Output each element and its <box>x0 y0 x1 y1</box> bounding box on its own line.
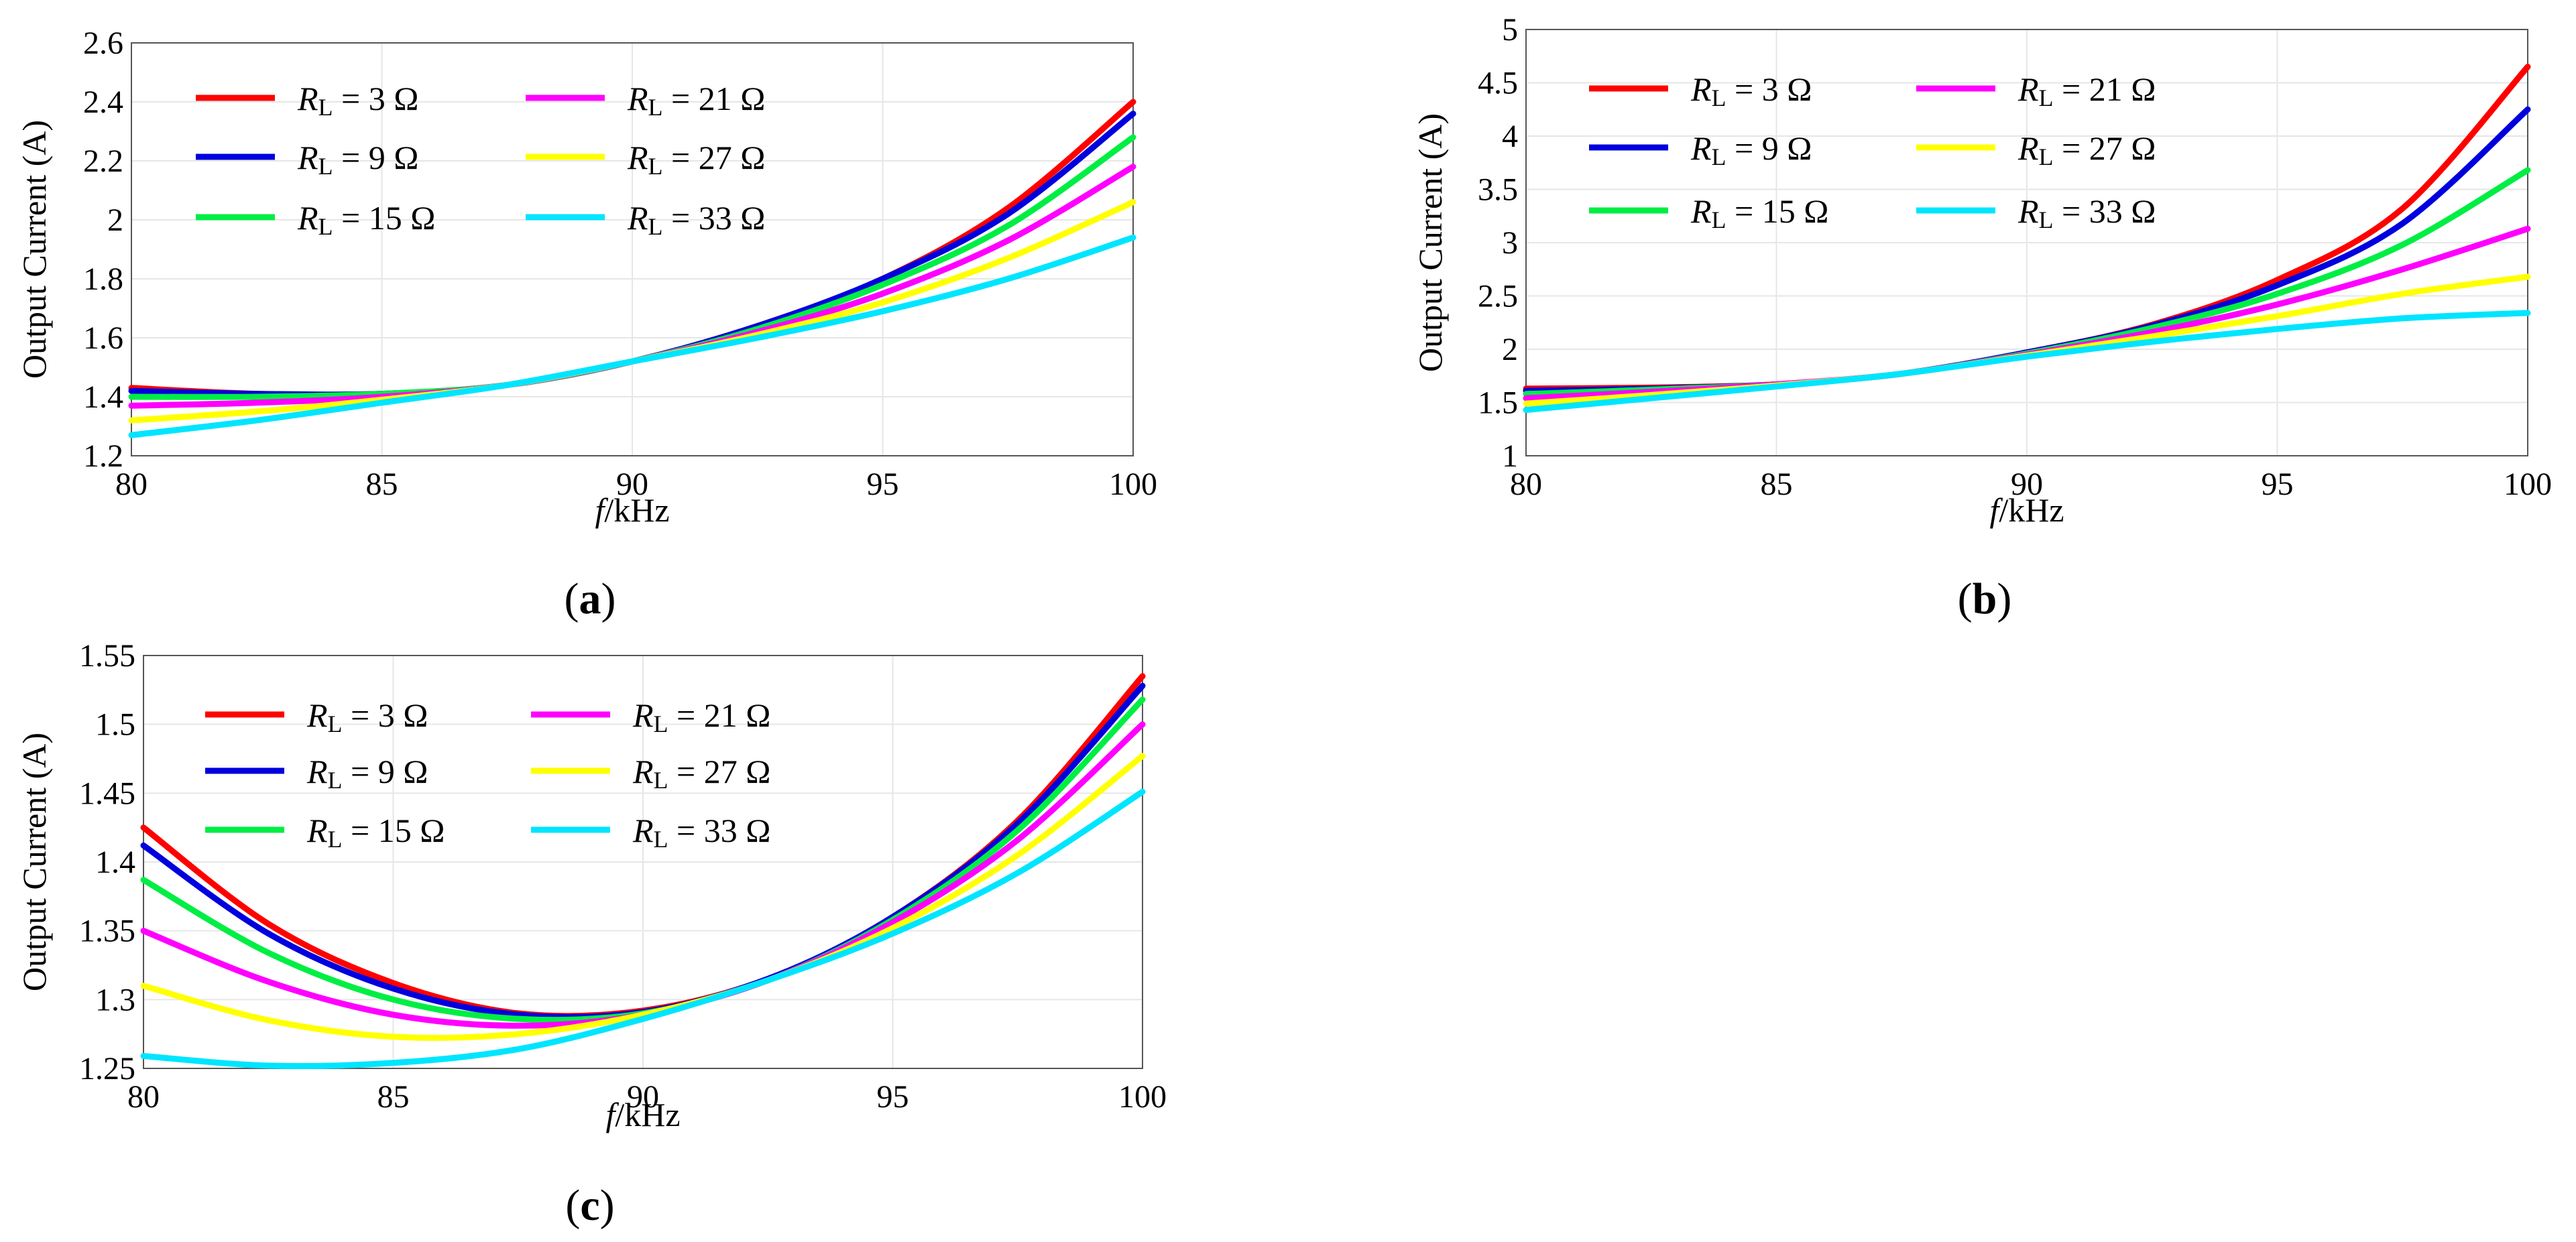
y-tick-label: 1.35 <box>79 914 135 949</box>
x-tick-label: 100 <box>2504 467 2552 502</box>
x-tick-label: 80 <box>115 467 148 502</box>
legend-label: RL = 3 Ω <box>306 696 428 737</box>
legend-item: RL = 9 Ω <box>1589 129 1812 170</box>
legend-item: RL = 27 Ω <box>526 139 765 180</box>
y-tick-label: 1.3 <box>95 982 135 1017</box>
series-line-4 <box>140 753 1146 1041</box>
legend-item: RL = 33 Ω <box>1916 192 2156 233</box>
legend-item: RL = 33 Ω <box>526 199 765 240</box>
y-axis-label: Output Current (A) <box>1411 113 1449 372</box>
x-axis-label: f/kHz <box>605 1096 680 1133</box>
x-tick-label: 85 <box>366 467 398 502</box>
legend-item: RL = 15 Ω <box>205 812 445 853</box>
x-tick-label: 90 <box>2011 467 2043 502</box>
y-tick-label: 1.45 <box>79 775 135 811</box>
legend-label: RL = 27 Ω <box>632 753 770 794</box>
panel-label: (b) <box>1958 574 2012 623</box>
x-tick-label: 100 <box>1118 1079 1167 1115</box>
y-tick-label: 1.6 <box>83 320 123 356</box>
x-tick-label: 95 <box>2262 467 2294 502</box>
legend-label: RL = 15 Ω <box>306 812 445 853</box>
panel-label: (a) <box>565 574 616 623</box>
legend-label: RL = 33 Ω <box>2017 192 2156 233</box>
y-tick-label: 4 <box>1502 119 1518 154</box>
panel-a: 1.2 1.4 1.6 1.8 2 2.2 2.4 2.6 80 85 90 95 100 RL = 3 … <box>15 25 1157 623</box>
legend-item: RL = 3 Ω <box>196 80 418 121</box>
legend-label: RL = 21 Ω <box>632 696 770 737</box>
legend-label: RL = 3 Ω <box>297 80 418 121</box>
legend-item: RL = 3 Ω <box>205 696 428 737</box>
legend-item: RL = 9 Ω <box>205 753 428 794</box>
y-tick-label: 2.2 <box>83 143 123 179</box>
y-tick-label: 1 <box>1502 438 1518 474</box>
x-tick-label: 85 <box>377 1079 410 1115</box>
y-tick-label: 1.25 <box>79 1051 135 1086</box>
legend-item: RL = 27 Ω <box>531 753 770 794</box>
y-tick-label: 1.4 <box>83 379 123 415</box>
legend-item: RL = 15 Ω <box>196 199 435 240</box>
series-line-5 <box>128 234 1136 438</box>
panel-c: 1.25 1.3 1.35 1.4 1.45 1.5 1.55 80 85 90 95 100 RL =… <box>15 638 1167 1230</box>
legend-label: RL = 9 Ω <box>297 139 418 180</box>
legend-label: RL = 15 Ω <box>1690 192 1828 233</box>
axes-frame <box>143 655 1143 1069</box>
y-axis-label: Output Current (A) <box>15 733 53 991</box>
legend-label: RL = 27 Ω <box>627 139 765 180</box>
series-line-5 <box>140 788 1146 1070</box>
legend-item: RL = 3 Ω <box>1589 70 1812 111</box>
legend-item: RL = 21 Ω <box>526 80 765 121</box>
x-axis-label: f/kHz <box>1989 491 2064 529</box>
y-tick-label: 5 <box>1502 12 1518 48</box>
legend-label: RL = 21 Ω <box>2017 70 2156 111</box>
y-tick-label: 2.5 <box>1478 279 1518 314</box>
x-tick-label: 100 <box>1109 467 1157 502</box>
legend-label: RL = 33 Ω <box>627 199 765 240</box>
series-line-5 <box>1523 310 2531 414</box>
y-tick-label: 3.5 <box>1478 172 1518 208</box>
x-tick-label: 90 <box>627 1079 659 1115</box>
axes-frame <box>131 42 1134 456</box>
legend-item: RL = 15 Ω <box>1589 192 1828 233</box>
y-tick-label: 1.8 <box>83 261 123 297</box>
legend-label: RL = 21 Ω <box>627 80 765 121</box>
y-tick-label: 1.2 <box>83 438 123 474</box>
axes-frame <box>1525 29 2528 456</box>
y-tick-label: 2 <box>1502 332 1518 367</box>
x-tick-label: 80 <box>127 1079 160 1115</box>
legend-item: RL = 33 Ω <box>531 812 770 853</box>
x-tick-label: 85 <box>1761 467 1793 502</box>
x-axis-label: f/kHz <box>595 491 669 529</box>
legend-item: RL = 21 Ω <box>531 696 770 737</box>
y-tick-label: 1.5 <box>95 707 135 743</box>
y-tick-label: 1.55 <box>79 638 135 674</box>
legend-item: RL = 27 Ω <box>1916 129 2156 170</box>
y-tick-label: 1.4 <box>95 845 135 880</box>
legend-item: RL = 9 Ω <box>196 139 418 180</box>
y-tick-label: 3 <box>1502 225 1518 261</box>
x-tick-label: 95 <box>877 1079 909 1115</box>
y-tick-label: 2.6 <box>83 25 123 61</box>
panel-label: (c) <box>565 1181 614 1230</box>
y-tick-label: 1.5 <box>1478 385 1518 421</box>
legend-label: RL = 27 Ω <box>2017 129 2156 170</box>
y-axis-label: Output Current (A) <box>15 120 53 379</box>
y-tick-label: 2 <box>107 202 123 238</box>
legend-label: RL = 9 Ω <box>1690 129 1812 170</box>
x-tick-label: 90 <box>616 467 648 502</box>
x-tick-label: 80 <box>1510 467 1542 502</box>
y-tick-label: 4.5 <box>1478 66 1518 101</box>
y-tick-label: 2.4 <box>83 84 123 120</box>
legend-label: RL = 33 Ω <box>632 812 770 853</box>
panel-b: 1 1.5 2 2.5 3 3.5 4 4.5 5 80 85 90 95 100 RL = 3 Ω RL =… <box>1411 12 2552 623</box>
legend-label: RL = 3 Ω <box>1690 70 1812 111</box>
legend-item: RL = 21 Ω <box>1916 70 2156 111</box>
legend-label: RL = 15 Ω <box>297 199 435 240</box>
legend-label: RL = 9 Ω <box>306 753 428 794</box>
x-tick-label: 95 <box>867 467 899 502</box>
